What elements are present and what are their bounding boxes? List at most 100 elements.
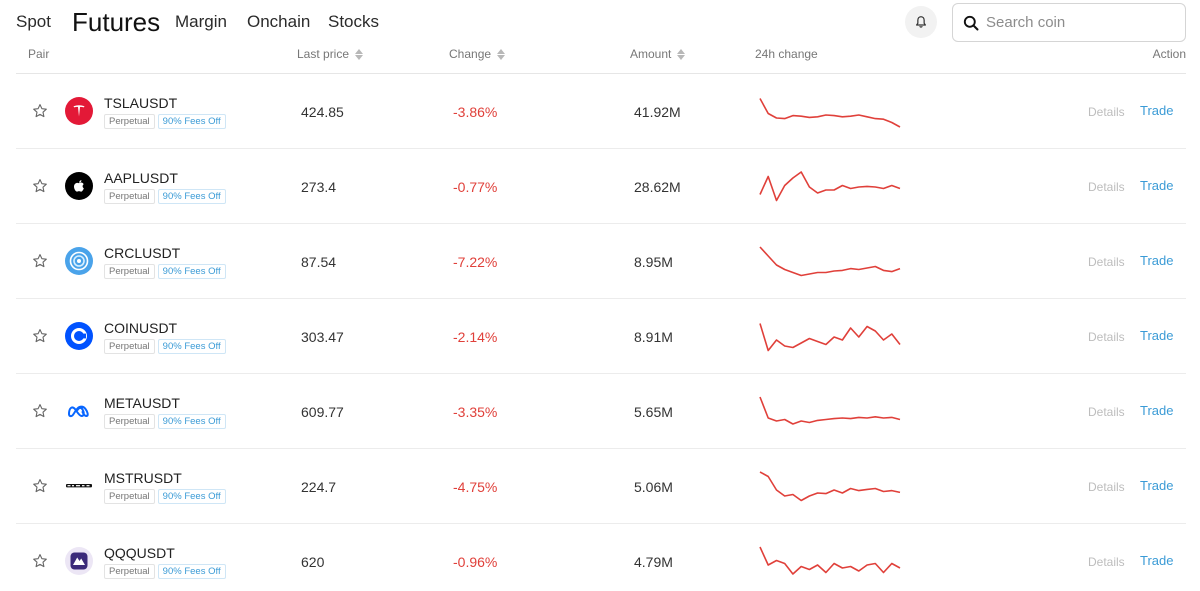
details-link[interactable]: Details xyxy=(1088,255,1125,269)
last-price: 224.7 xyxy=(301,479,337,495)
details-link[interactable]: Details xyxy=(1088,480,1125,494)
change-percent: -2.14% xyxy=(453,329,498,345)
pair-badges: Perpetual 90% Fees Off xyxy=(104,339,226,354)
fee-discount-badge: 90% Fees Off xyxy=(157,489,226,504)
sparkline-24h xyxy=(759,323,901,352)
contract-type-badge: Perpetual xyxy=(104,489,155,504)
trade-link[interactable]: Trade xyxy=(1140,553,1174,568)
amount: 4.79M xyxy=(634,554,673,570)
amount: 41.92M xyxy=(634,104,681,120)
column-header-action-label: Action xyxy=(1152,47,1186,61)
table-row[interactable]: TSLAUSDT Perpetual 90% Fees Off 424.85 -… xyxy=(16,74,1186,149)
details-link[interactable]: Details xyxy=(1088,405,1125,419)
trade-link[interactable]: Trade xyxy=(1140,478,1174,493)
tab-onchain[interactable]: Onchain xyxy=(247,12,311,31)
amount: 5.06M xyxy=(634,479,673,495)
favorite-star-icon[interactable] xyxy=(32,253,48,269)
tab-futures[interactable]: Futures xyxy=(72,7,161,37)
fee-discount-badge: 90% Fees Off xyxy=(157,114,226,129)
sparkline-24h xyxy=(759,546,901,575)
tab-spot[interactable]: Spot xyxy=(16,12,51,31)
sparkline-24h xyxy=(759,171,901,202)
details-link[interactable]: Details xyxy=(1088,330,1125,344)
pair-badges: Perpetual 90% Fees Off xyxy=(104,264,226,279)
last-price: 273.4 xyxy=(301,179,337,195)
contract-type-badge: Perpetual xyxy=(104,339,155,354)
table-row[interactable]: QQQUSDT Perpetual 90% Fees Off 620 -0.96… xyxy=(16,524,1186,591)
column-header-pair-label: Pair xyxy=(28,47,50,61)
fee-discount-badge: 90% Fees Off xyxy=(157,189,226,204)
column-header-amount-label: Amount xyxy=(630,47,672,61)
trade-link[interactable]: Trade xyxy=(1140,253,1174,268)
contract-type-badge: Perpetual xyxy=(104,564,155,579)
favorite-star-icon[interactable] xyxy=(32,178,48,194)
change-percent: -3.35% xyxy=(453,404,498,420)
notification-button[interactable] xyxy=(905,6,937,38)
pair-symbol[interactable]: CRCLUSDT xyxy=(104,245,181,261)
change-percent: -0.77% xyxy=(453,179,498,195)
pair-badges: Perpetual 90% Fees Off xyxy=(104,564,226,579)
table-row[interactable]: AAPLUSDT Perpetual 90% Fees Off 273.4 -0… xyxy=(16,149,1186,224)
change-percent: -4.75% xyxy=(453,479,498,495)
column-header-24h-change-label: 24h change xyxy=(755,47,818,61)
fee-discount-badge: 90% Fees Off xyxy=(157,414,226,429)
sort-icon xyxy=(497,48,506,60)
trade-link[interactable]: Trade xyxy=(1140,328,1174,343)
favorite-star-icon[interactable] xyxy=(32,328,48,344)
amount: 28.62M xyxy=(634,179,681,195)
last-price: 620 xyxy=(301,554,325,570)
sparkline-24h xyxy=(759,471,901,502)
pair-symbol[interactable]: AAPLUSDT xyxy=(104,170,178,186)
column-header-last-price-label: Last price xyxy=(297,47,350,61)
last-price: 87.54 xyxy=(301,254,337,270)
trade-link[interactable]: Trade xyxy=(1140,103,1174,118)
pair-symbol[interactable]: COINUSDT xyxy=(104,320,178,336)
pair-symbol[interactable]: TSLAUSDT xyxy=(104,95,178,111)
contract-type-badge: Perpetual xyxy=(104,189,155,204)
sparkline-24h xyxy=(759,246,901,277)
favorite-star-icon[interactable] xyxy=(32,553,48,569)
table-row[interactable]: METAUSDT Perpetual 90% Fees Off 609.77 -… xyxy=(16,374,1186,449)
favorite-star-icon[interactable] xyxy=(32,403,48,419)
pair-badges: Perpetual 90% Fees Off xyxy=(104,414,226,429)
strategy-icon xyxy=(65,472,93,500)
favorite-star-icon[interactable] xyxy=(32,103,48,119)
pair-symbol[interactable]: METAUSDT xyxy=(104,395,180,411)
pair-badges: Perpetual 90% Fees Off xyxy=(104,114,226,129)
table-row[interactable]: CRCLUSDT Perpetual 90% Fees Off 87.54 -7… xyxy=(16,224,1186,299)
table-row[interactable]: MSTRUSDT Perpetual 90% Fees Off 224.7 -4… xyxy=(16,449,1186,524)
sort-icon xyxy=(355,48,364,60)
change-percent: -0.96% xyxy=(453,554,498,570)
search-input[interactable] xyxy=(986,14,1176,31)
meta-icon xyxy=(65,397,93,425)
details-link[interactable]: Details xyxy=(1088,555,1125,569)
search-box xyxy=(952,3,1186,42)
tab-margin[interactable]: Margin xyxy=(175,12,227,31)
coinbase-icon xyxy=(65,322,93,350)
favorite-star-icon[interactable] xyxy=(32,478,48,494)
trade-link[interactable]: Trade xyxy=(1140,403,1174,418)
tab-stocks[interactable]: Stocks xyxy=(328,12,380,31)
amount: 8.91M xyxy=(634,329,673,345)
tesla-icon xyxy=(65,97,93,125)
last-price: 424.85 xyxy=(301,104,344,120)
contract-type-badge: Perpetual xyxy=(104,264,155,279)
pair-symbol[interactable]: QQQUSDT xyxy=(104,545,175,561)
pair-symbol[interactable]: MSTRUSDT xyxy=(104,470,182,486)
column-header-last-price[interactable]: Last price xyxy=(297,47,364,61)
pair-badges: Perpetual 90% Fees Off xyxy=(104,189,226,204)
apple-icon xyxy=(65,172,93,200)
column-header-amount[interactable]: Amount xyxy=(630,47,686,61)
trade-link[interactable]: Trade xyxy=(1140,178,1174,193)
sort-icon xyxy=(677,48,686,60)
fee-discount-badge: 90% Fees Off xyxy=(157,264,226,279)
last-price: 609.77 xyxy=(301,404,344,420)
table-row[interactable]: COINUSDT Perpetual 90% Fees Off 303.47 -… xyxy=(16,299,1186,374)
details-link[interactable]: Details xyxy=(1088,180,1125,194)
details-link[interactable]: Details xyxy=(1088,105,1125,119)
change-percent: -7.22% xyxy=(453,254,498,270)
top-navigation: Spot Futures Margin Onchain Stocks xyxy=(0,0,1200,44)
column-header-change[interactable]: Change xyxy=(449,47,506,61)
invesco-qqq-icon xyxy=(65,547,93,575)
table-header: Pair Last price Change Amount 24h change… xyxy=(16,44,1186,74)
